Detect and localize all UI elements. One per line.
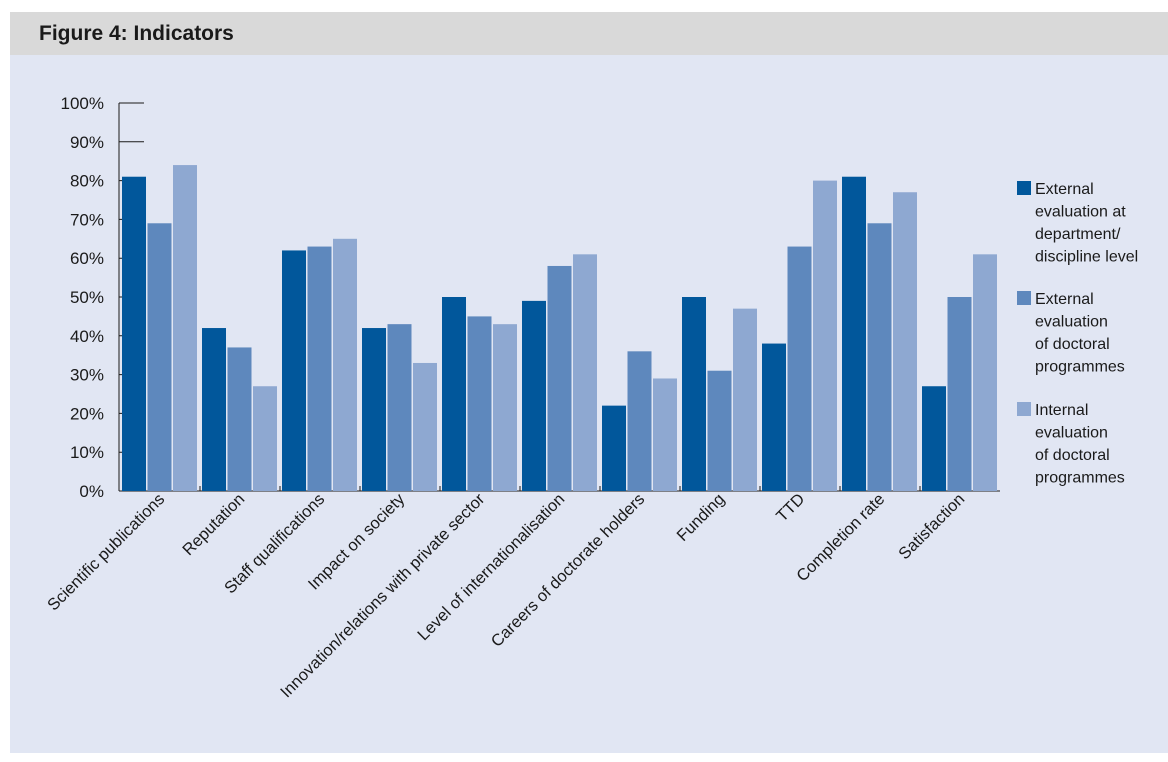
legend-label: External: [1035, 181, 1094, 198]
x-tick-label: Careers of doctorate holders: [488, 490, 649, 651]
bar: [227, 347, 252, 491]
legend-swatch: [1017, 291, 1031, 305]
legend-label: Internal: [1035, 402, 1088, 419]
bar: [707, 370, 732, 491]
bar: [947, 297, 972, 491]
y-tick-label: 30%: [70, 366, 104, 385]
y-tick-label: 0%: [79, 482, 104, 501]
legend-label: External: [1035, 291, 1094, 308]
y-tick-label: 60%: [70, 249, 104, 268]
x-tick-label: Level of internationalisation: [414, 490, 568, 644]
bar: [922, 386, 946, 491]
y-tick-label: 40%: [70, 327, 104, 346]
y-tick-label: 70%: [70, 210, 104, 229]
y-tick-label: 20%: [70, 404, 104, 423]
legend-label: department/: [1035, 226, 1121, 243]
legend-label: evaluation at: [1035, 204, 1126, 221]
bar: [173, 165, 197, 491]
x-tick-label: TTD: [773, 490, 808, 525]
legend-label: of doctoral: [1035, 447, 1110, 464]
legend-swatch: [1017, 402, 1031, 416]
y-tick-label: 80%: [70, 172, 104, 191]
legend-label: programmes: [1035, 359, 1125, 376]
bar: [202, 328, 226, 491]
bar: [787, 246, 812, 491]
bar: [733, 308, 757, 491]
legend-label: programmes: [1035, 470, 1125, 487]
bar: [442, 297, 466, 491]
legend-label: evaluation: [1035, 425, 1108, 442]
bar: [842, 176, 866, 491]
y-tick-label: 100%: [61, 94, 104, 113]
bar: [522, 300, 546, 491]
x-tick-label: Satisfaction: [895, 490, 968, 563]
legend-swatch: [1017, 181, 1031, 195]
bar: [813, 180, 837, 491]
y-tick-label: 90%: [70, 133, 104, 152]
bar: [122, 176, 146, 491]
bar: [147, 223, 172, 491]
bar: [467, 316, 492, 491]
bar: [867, 223, 892, 491]
bar: [253, 386, 277, 491]
bar: [307, 246, 332, 491]
y-tick-label: 50%: [70, 288, 104, 307]
bar: [333, 238, 357, 491]
bar: [973, 254, 997, 491]
bar: [387, 324, 412, 491]
legend-label: evaluation: [1035, 314, 1108, 331]
bar: [573, 254, 597, 491]
figure-header: Figure 4: Indicators: [10, 12, 1168, 55]
x-tick-label: Completion rate: [793, 490, 888, 585]
bar: [762, 343, 786, 491]
bar: [413, 362, 437, 491]
x-tick-label: Funding: [673, 490, 728, 545]
bar: [493, 324, 517, 491]
y-tick-label: 10%: [70, 443, 104, 462]
bar: [627, 351, 652, 491]
legend-label: of doctoral: [1035, 336, 1110, 353]
figure-title: Figure 4: Indicators: [39, 22, 234, 45]
bar: [362, 328, 386, 491]
x-tick-label: Scientific publications: [44, 490, 168, 614]
legend-label: discipline level: [1035, 249, 1138, 266]
bar: [682, 297, 706, 491]
bar: [282, 250, 306, 491]
bar: [893, 192, 917, 492]
bar: [547, 265, 572, 491]
bar: [653, 378, 677, 491]
bar: [602, 405, 626, 491]
x-tick-label: Reputation: [179, 490, 248, 559]
